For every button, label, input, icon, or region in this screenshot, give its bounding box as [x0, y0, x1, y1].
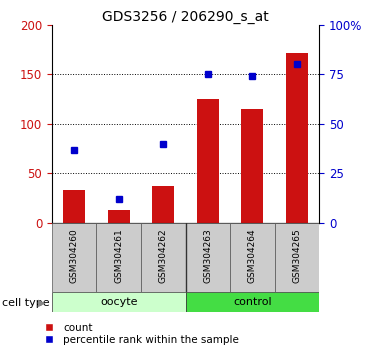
Bar	[186, 223, 230, 292]
Text: GSM304265: GSM304265	[292, 229, 301, 283]
Bar	[96, 223, 141, 292]
Bar	[141, 223, 186, 292]
Text: control: control	[233, 297, 272, 307]
Text: GSM304260: GSM304260	[70, 229, 79, 283]
Bar	[197, 99, 219, 223]
Bar	[186, 292, 319, 312]
Bar	[286, 52, 308, 223]
Legend: count, percentile rank within the sample: count, percentile rank within the sample	[35, 318, 243, 349]
Text: GSM304261: GSM304261	[114, 229, 123, 283]
Bar	[108, 210, 130, 223]
Bar	[63, 190, 85, 223]
Text: GSM304263: GSM304263	[203, 229, 212, 283]
Bar	[52, 292, 186, 312]
Text: GSM304264: GSM304264	[248, 229, 257, 283]
Title: GDS3256 / 206290_s_at: GDS3256 / 206290_s_at	[102, 10, 269, 24]
Text: oocyte: oocyte	[100, 297, 138, 307]
Text: cell type: cell type	[2, 298, 49, 308]
Bar	[230, 223, 275, 292]
Bar	[275, 223, 319, 292]
Bar	[241, 109, 263, 223]
Text: ▶: ▶	[38, 298, 46, 308]
Bar	[52, 223, 96, 292]
Text: GSM304262: GSM304262	[159, 229, 168, 283]
Bar	[152, 186, 174, 223]
